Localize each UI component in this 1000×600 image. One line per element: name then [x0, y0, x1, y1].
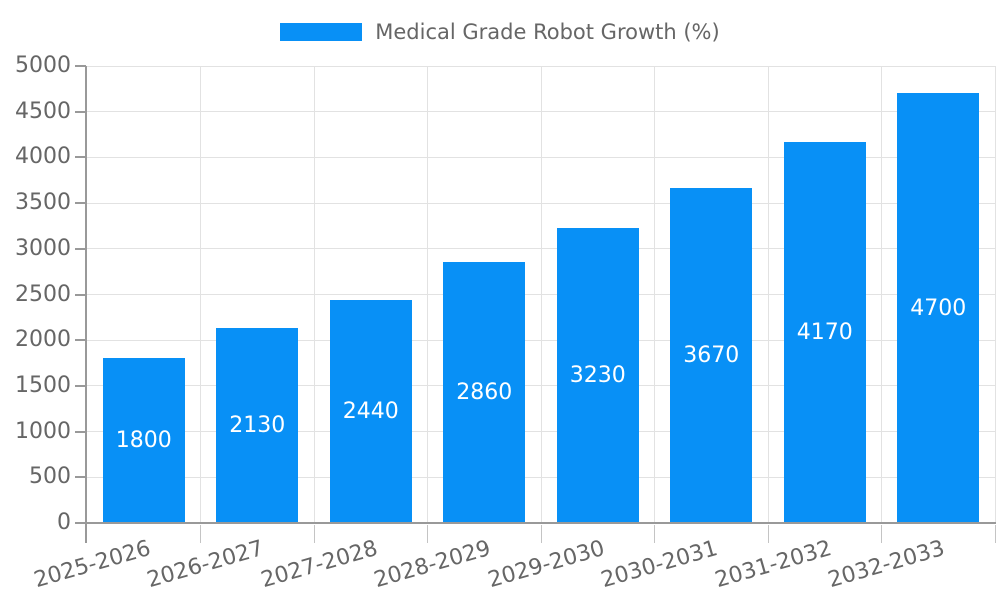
y-tick-label: 3000: [15, 235, 71, 261]
y-tick: [75, 110, 86, 113]
x-tick-label: 2030-2031: [598, 536, 721, 594]
bar: 2440: [329, 299, 412, 523]
v-gridline: [654, 66, 655, 523]
legend-series-label: Medical Grade Robot Growth (%): [375, 20, 720, 44]
chart-legend: Medical Grade Robot Growth (%): [0, 20, 1000, 44]
bar: 1800: [102, 358, 185, 523]
plot-area: 1800 2130 2440 2860 3230 3670 4170 4700: [87, 65, 996, 523]
v-gridline: [881, 66, 882, 523]
y-tick-label: 0: [57, 510, 71, 535]
x-tick: [200, 525, 201, 543]
v-gridline: [994, 66, 996, 523]
y-tick: [75, 430, 86, 433]
v-gridline: [200, 66, 201, 523]
x-tick: [767, 525, 769, 543]
y-tick: [75, 384, 86, 387]
bar-value-label: 2130: [229, 413, 286, 439]
bar: 4700: [897, 93, 980, 523]
y-tick: [75, 202, 86, 205]
x-tick-label: 2028-2029: [371, 536, 494, 594]
x-tick-label: 2026-2027: [144, 536, 267, 594]
y-tick-label: 2500: [15, 281, 71, 307]
y-tick: [75, 339, 86, 342]
v-gridline: [540, 66, 542, 523]
x-tick: [654, 525, 655, 543]
v-gridline: [767, 66, 769, 523]
x-tick-label: 2031-2032: [712, 536, 835, 594]
x-tick: [881, 525, 882, 543]
x-axis-line: [86, 522, 996, 524]
y-tick-label: 4500: [15, 98, 71, 124]
y-tick-label: 1000: [15, 418, 71, 444]
bar-value-label: 4700: [910, 295, 967, 321]
y-tick-label: 5000: [15, 53, 71, 78]
y-tick-label: 2000: [15, 327, 71, 353]
bar: 2130: [216, 328, 299, 523]
y-tick: [75, 476, 86, 479]
bar-value-label: 3230: [569, 362, 626, 388]
y-tick-label: 1500: [15, 372, 71, 398]
x-tick: [313, 525, 315, 543]
bar: 2860: [443, 261, 526, 523]
bar: 3230: [556, 227, 639, 523]
y-axis-line: [85, 66, 87, 543]
bar-value-label: 2440: [342, 398, 399, 424]
bar: 4170: [783, 141, 866, 523]
y-tick: [75, 522, 86, 524]
x-tick-label: 2025-2026: [31, 536, 154, 594]
y-tick-label: 4000: [15, 144, 71, 170]
x-tick-label: 2032-2033: [825, 536, 948, 594]
v-gridline: [313, 66, 315, 523]
x-tick-label: 2027-2028: [258, 536, 381, 594]
y-tick: [75, 65, 86, 67]
y-tick: [75, 293, 86, 296]
bar: 3670: [670, 187, 753, 523]
x-tick-label: 2029-2030: [485, 536, 608, 594]
x-tick: [994, 525, 996, 543]
y-tick-label: 3500: [15, 190, 71, 216]
y-tick: [75, 156, 86, 159]
v-gridline: [427, 66, 428, 523]
y-tick-label: 500: [29, 464, 71, 490]
bar-value-label: 3670: [683, 342, 740, 368]
x-tick: [540, 525, 542, 543]
bar-value-label: 2860: [456, 379, 513, 405]
legend-color-swatch: [280, 23, 363, 41]
bar-value-label: 4170: [796, 319, 853, 345]
y-tick: [75, 247, 86, 250]
bar-value-label: 1800: [115, 428, 172, 454]
x-tick: [427, 525, 428, 543]
